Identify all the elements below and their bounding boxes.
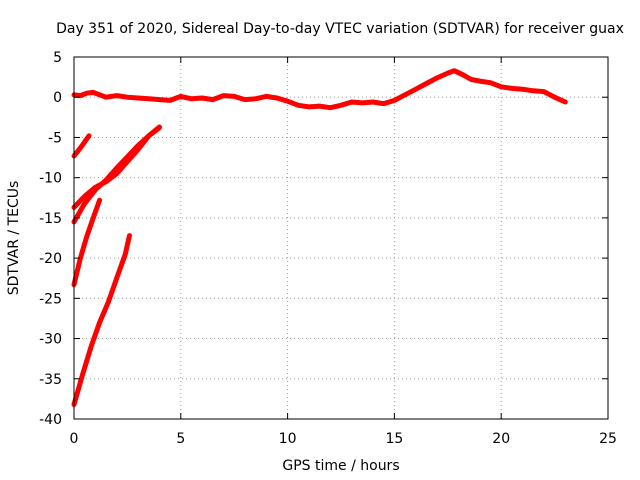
plot-frame (73, 56, 609, 420)
series-line-arc-5 (71, 233, 132, 407)
y-axis-label: SDTVAR / TECUs (6, 181, 22, 296)
x-tick-label: 0 (70, 431, 79, 447)
series-layer (71, 68, 568, 407)
y-tick-label: -15 (39, 211, 62, 227)
y-tick-label: 0 (53, 90, 62, 106)
y-tick-label: -5 (48, 130, 62, 146)
y-tick-label: -20 (39, 251, 62, 267)
axis-ticks: 0 5 10 15 20 25 5 0 -5 -10 -15 -20 -25 -30 -35 -40 (39, 50, 617, 447)
y-tick-label: -25 (39, 291, 62, 307)
x-tick-label: 20 (492, 431, 510, 447)
x-axis-label: GPS time / hours (282, 458, 399, 474)
x-tick-label: 5 (176, 431, 185, 447)
series-line-main (71, 68, 568, 111)
y-tick-label: -10 (39, 171, 62, 187)
y-tick-label: -30 (39, 332, 62, 348)
series-line-arc-1 (71, 133, 92, 159)
grid (74, 57, 608, 419)
chart-title: Day 351 of 2020, Sidereal Day-to-day VTE… (56, 21, 624, 37)
series-line-arc-4 (71, 197, 103, 288)
y-tick-label: 5 (53, 50, 62, 66)
series-line-arc-3 (71, 125, 162, 225)
x-tick-label: 10 (279, 431, 297, 447)
y-tick-label: -35 (39, 372, 62, 388)
x-tick-label: 25 (599, 431, 617, 447)
y-tick-label: -40 (39, 412, 62, 428)
x-tick-label: 15 (385, 431, 403, 447)
